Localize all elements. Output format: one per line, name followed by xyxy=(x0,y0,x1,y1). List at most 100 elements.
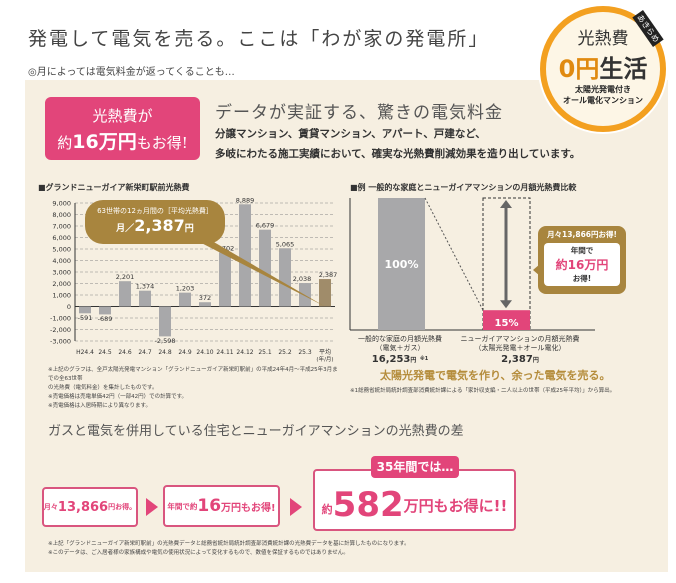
data-label: -591 xyxy=(78,314,93,322)
chart1-notes: ※上記のグラフは、全戸太陽光発電マンション「グランドニューガイア新栄町駅前」の平… xyxy=(48,366,343,411)
arrow-head-down-icon xyxy=(500,300,512,309)
page-subtitle: ◎月によっては電気料金が返ってくることも… xyxy=(28,67,235,78)
bar xyxy=(239,204,251,307)
y-tick-label: 7,000 xyxy=(52,223,71,231)
badge-line1: 光熱費 xyxy=(577,29,629,49)
badge-line3: 太陽光発電付き xyxy=(575,85,631,94)
x-unit-label: (年/月) xyxy=(316,355,333,363)
bar xyxy=(299,283,311,307)
intro-desc-1: 分譲マンション、賃貸マンション、アパート、戸建など、 xyxy=(215,128,486,140)
data-label: 8,889 xyxy=(236,196,255,204)
promo-line1: 光熱費が xyxy=(92,107,153,125)
chart1-note: ※売電価格は売電単価42円（一部42円）での計算です。 xyxy=(48,394,188,400)
y-tick-label: 9,000 xyxy=(52,200,71,208)
callout-pointer xyxy=(180,232,325,307)
data-label: 6,679 xyxy=(256,222,275,230)
promo-suffix: もお得! xyxy=(136,134,188,152)
chart1-note: ※売電価格は入居時期により異なります。 xyxy=(48,403,151,409)
35-year-tab: 35年間では… xyxy=(371,456,459,478)
promo-amount: 16万円 xyxy=(72,131,137,153)
chart2-callout-line2: お得! xyxy=(572,274,592,283)
data-label: -2,598 xyxy=(155,337,176,345)
chart1-note: の光熱費（電気料金）を集計したものです。 xyxy=(48,385,158,391)
bar xyxy=(279,248,291,307)
savings-notes: ※上記「グランドニューガイア新栄町駅前」の光熱費データと総務省統計局統計調査部消… xyxy=(48,540,410,558)
bar-general xyxy=(378,198,425,330)
y-tick-label: 3,000 xyxy=(52,269,71,277)
x-tick-label: H24.4 xyxy=(76,349,94,356)
x-tick-label: 24.7 xyxy=(138,349,152,356)
label: ニューガイアマンションの月額光熱費 xyxy=(460,335,580,343)
promo-prefix: 約 xyxy=(57,134,73,152)
badge-zero: 0円 xyxy=(558,55,600,83)
chart1-title: ■グランドニューガイア新栄町駅前光熱費 xyxy=(38,183,190,192)
chart2-svg: 100% 15% xyxy=(349,197,595,331)
x-tick-label: 24.6 xyxy=(118,349,132,356)
yearly-savings-box: 年間で約 16 万円もお得! xyxy=(163,485,280,527)
total-value: 582 xyxy=(332,485,404,525)
data-label: 2,387 xyxy=(319,271,338,279)
arrow-head-up-icon xyxy=(500,200,512,208)
y-tick-label: 6,000 xyxy=(52,234,71,242)
page-title: 発電して電気を売る。ここは「わが家の発電所」 xyxy=(28,28,490,50)
y-tick-label: 1,000 xyxy=(52,292,71,300)
y-tick-label: 5,000 xyxy=(52,246,71,254)
intro-headline: データが実証する、驚きの電気料金 xyxy=(215,103,503,123)
x-tick-label: 24.12 xyxy=(236,349,253,356)
chart2-callout-line1: 年間で xyxy=(570,246,594,255)
chart1-callout: 63世帯の12ヵ月間の［平均光熱費］ 月／2,387円 xyxy=(85,200,225,244)
zero-cost-badge: 光熱費 0円生活 太陽光発電付き オール電化マンション あきらめ xyxy=(540,6,666,132)
bar-newgaia xyxy=(483,310,530,330)
savings-note: ※このデータは、ご入居者様の家族構成や電気の使用状況によって変化するもので、数値… xyxy=(48,550,349,556)
yearly-prefix: 年間で約 xyxy=(167,501,198,511)
bar xyxy=(259,229,271,307)
y-tick-label: 0 xyxy=(67,303,71,311)
callout-prefix: 月／ xyxy=(116,224,135,234)
bar xyxy=(179,292,191,307)
label: （電気＋ガス） xyxy=(375,344,425,352)
chart2-callout-top: 月々13,866円お得! xyxy=(547,230,617,239)
savings-note: ※上記「グランドニューガイア新栄町駅前」の光熱費データと総務省統計局統計調査部消… xyxy=(48,541,410,547)
arrow-right-icon xyxy=(290,498,302,516)
chart2-label-general: 一般的な家庭の月額光熱費 （電気＋ガス） 16,253円 ※1 xyxy=(350,335,450,367)
amount: 2,387 xyxy=(501,354,533,365)
chart1-note: ※上記のグラフは、全戸太陽光発電マンション「グランドニューガイア新栄町駅前」の平… xyxy=(48,367,338,382)
intro-desc-2: 多岐にわたる施工実績において、確実な光熱費削減効果を造り出しています。 xyxy=(215,148,581,160)
bar xyxy=(219,252,231,307)
monthly-prefix: 月々 xyxy=(43,503,58,511)
bar xyxy=(99,306,111,315)
data-label: -689 xyxy=(98,315,113,323)
chart2-callout-amount: 約16万円 xyxy=(555,258,609,272)
x-tick-label: 24.10 xyxy=(196,349,213,356)
y-tick-label: -2,000 xyxy=(50,326,71,334)
footnote-mark: ※1 xyxy=(419,356,429,362)
y-tick-label: 4,000 xyxy=(52,257,71,265)
label: （太陽光発電＋オール電化） xyxy=(474,344,566,352)
chart2-note: ※1総務省統計局統計調査部消費統計課による「家計収支編・二人以上の世帯（平成25… xyxy=(350,388,616,394)
data-label: 2,038 xyxy=(293,275,312,283)
arrow-right-icon xyxy=(146,498,158,516)
callout-line1: 63世帯の12ヵ月間の［平均光熱費］ xyxy=(97,207,213,215)
x-tick-label: 25.1 xyxy=(258,349,272,356)
x-tick-label: 24.8 xyxy=(158,349,172,356)
data-label: 5,065 xyxy=(276,240,295,248)
y-tick-label: -3,000 xyxy=(50,338,71,346)
data-label: 1,374 xyxy=(136,283,155,291)
y-tick-label: 8,000 xyxy=(52,211,71,219)
bar xyxy=(199,302,211,307)
unit: 円 xyxy=(410,357,417,364)
callout-unit: 円 xyxy=(184,224,194,234)
monthly-savings-box: 月々 13,866 円お得。 xyxy=(42,487,138,527)
bar xyxy=(79,306,91,314)
bar xyxy=(119,281,131,307)
data-label: 1,203 xyxy=(176,285,195,293)
x-tick-label: 24.11 xyxy=(216,349,233,356)
bar xyxy=(159,306,171,337)
data-label: 100% xyxy=(385,258,419,271)
chart2-caption: 太陽光発電で電気を作り、余った電気を売る。 xyxy=(380,369,611,382)
x-tick-label: 24.9 xyxy=(178,349,192,356)
x-tick-label: 平均 xyxy=(319,348,331,356)
yearly-value: 16 xyxy=(197,496,222,516)
connector-line xyxy=(424,197,484,311)
chart2-label-newgaia: ニューガイアマンションの月額光熱費 （太陽光発電＋オール電化） 2,387円 xyxy=(455,335,585,367)
